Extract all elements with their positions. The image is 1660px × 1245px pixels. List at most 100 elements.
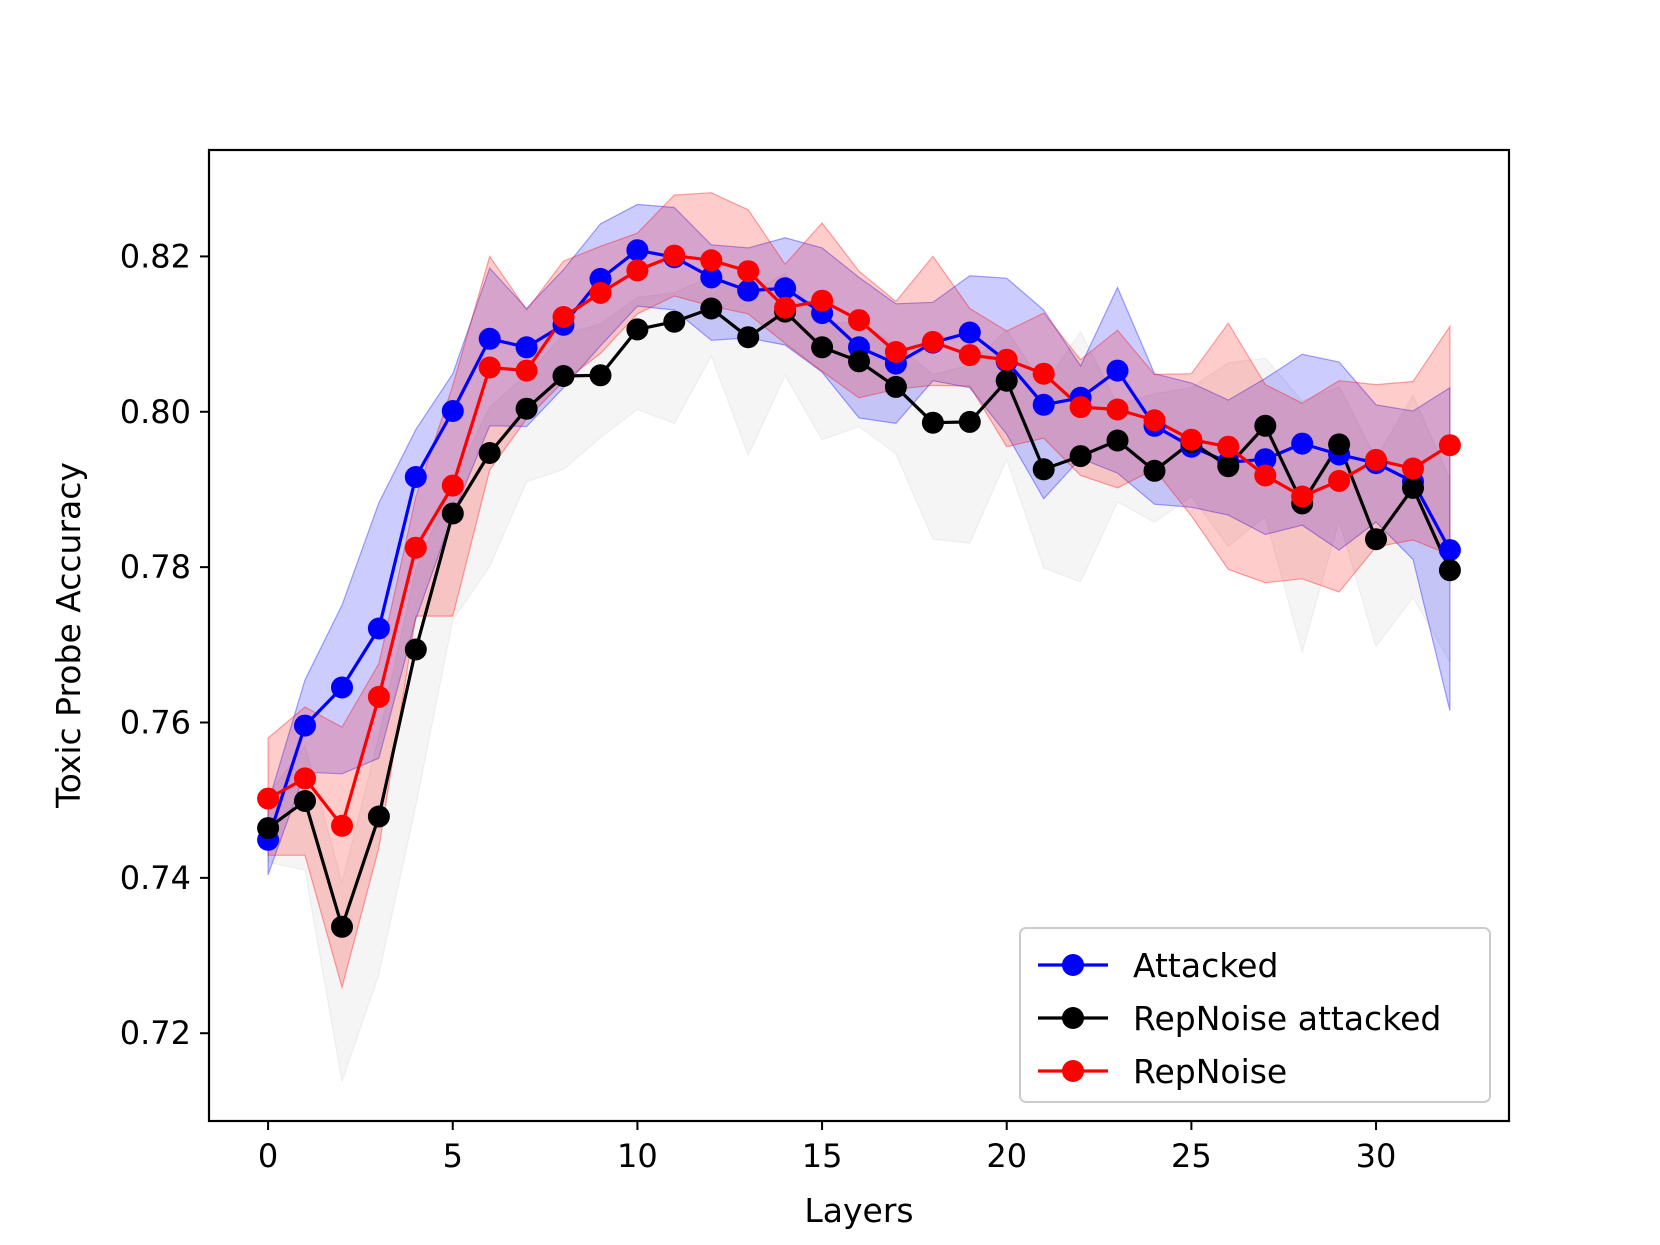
point-repnoise-attacked — [1438, 559, 1461, 582]
point-attacked — [700, 266, 723, 289]
point-repnoise — [331, 814, 353, 837]
point-repnoise-attacked — [958, 410, 981, 433]
series-markers — [257, 239, 1461, 938]
plot-area — [257, 192, 1461, 1082]
point-attacked — [626, 239, 649, 262]
x-axis: 0 5 10 15 20 25 30 — [258, 1121, 1396, 1175]
x-tick-label: 0 — [258, 1137, 278, 1175]
point-attacked — [737, 279, 760, 302]
point-attacked — [774, 277, 797, 300]
point-repnoise — [626, 259, 649, 282]
point-repnoise-attacked — [1365, 528, 1387, 551]
point-repnoise — [257, 787, 280, 810]
x-tick-label: 15 — [802, 1137, 843, 1175]
point-repnoise — [589, 281, 612, 304]
point-repnoise-attacked — [626, 318, 649, 341]
point-attacked — [1032, 393, 1055, 416]
point-repnoise-attacked — [257, 817, 280, 840]
point-repnoise-attacked — [1106, 429, 1129, 452]
point-repnoise-attacked — [848, 350, 870, 373]
x-axis-title: Layers — [804, 1191, 913, 1230]
legend-label: RepNoise — [1133, 1052, 1287, 1091]
point-attacked — [478, 327, 501, 350]
point-repnoise-attacked — [552, 365, 575, 387]
point-repnoise-attacked — [331, 915, 353, 938]
point-repnoise-attacked — [441, 502, 464, 525]
point-repnoise — [515, 359, 538, 382]
point-attacked — [441, 400, 464, 422]
plot-frame — [207, 148, 1511, 1123]
point-attacked — [404, 466, 427, 488]
point-repnoise-attacked — [663, 310, 686, 333]
x-tick-label: 20 — [986, 1137, 1027, 1175]
y-tick-label: 0.78 — [120, 548, 191, 586]
point-repnoise — [1217, 435, 1240, 458]
point-repnoise — [774, 296, 797, 319]
legend: Attacked RepNoise attacked RepNoise — [1019, 927, 1491, 1103]
point-repnoise-attacked — [478, 442, 501, 464]
point-repnoise-attacked — [589, 364, 612, 387]
point-attacked — [294, 714, 316, 737]
legend-swatch-marker — [1062, 954, 1084, 976]
point-repnoise — [700, 249, 723, 272]
y-tick-label: 0.76 — [120, 704, 191, 742]
x-tick-label: 10 — [617, 1137, 658, 1175]
legend-item-attacked: Attacked — [1038, 946, 1278, 985]
point-repnoise — [663, 244, 686, 267]
point-repnoise-attacked — [884, 375, 907, 398]
point-attacked — [1291, 432, 1314, 455]
point-attacked — [367, 617, 390, 640]
point-repnoise-attacked — [294, 790, 316, 812]
point-repnoise — [1254, 464, 1277, 487]
point-repnoise — [848, 309, 870, 332]
y-axis: 0.72 0.74 0.76 0.78 0.80 0.82 — [120, 237, 209, 1052]
point-repnoise — [884, 341, 907, 363]
point-repnoise-attacked — [1143, 459, 1166, 482]
point-repnoise-attacked — [737, 326, 760, 349]
legend-label: RepNoise attacked — [1133, 999, 1441, 1038]
point-attacked — [1438, 539, 1461, 562]
point-repnoise — [1365, 448, 1387, 471]
legend-item-repnoise: RepNoise — [1038, 1052, 1287, 1091]
point-repnoise — [1069, 396, 1092, 419]
point-repnoise — [478, 356, 501, 379]
point-repnoise-attacked — [515, 397, 538, 420]
point-repnoise — [921, 330, 944, 353]
legend-box — [1019, 927, 1491, 1103]
legend-items: Attacked RepNoise attacked RepNoise — [1038, 946, 1441, 1091]
point-repnoise — [1032, 362, 1055, 385]
point-repnoise — [367, 685, 390, 708]
y-tick-label: 0.80 — [120, 393, 191, 431]
y-tick-label: 0.74 — [120, 859, 191, 897]
point-repnoise — [404, 536, 427, 559]
x-tick-label: 5 — [443, 1137, 463, 1175]
point-repnoise-attacked — [1217, 455, 1240, 478]
markers-repnoise — [257, 244, 1461, 837]
point-repnoise-attacked — [1254, 414, 1277, 437]
point-repnoise-attacked — [1069, 445, 1092, 468]
legend-label: Attacked — [1133, 946, 1278, 985]
point-repnoise-attacked — [404, 638, 427, 661]
point-repnoise — [995, 348, 1018, 371]
point-repnoise — [1143, 409, 1166, 432]
x-tick-label: 25 — [1171, 1137, 1212, 1175]
point-repnoise-attacked — [367, 805, 390, 828]
y-tick-label: 0.72 — [120, 1014, 191, 1052]
point-repnoise — [1180, 428, 1203, 451]
point-repnoise — [552, 306, 575, 328]
legend-swatch-marker — [1062, 1007, 1084, 1029]
point-repnoise — [811, 289, 834, 312]
point-repnoise — [1106, 398, 1129, 421]
point-repnoise — [1328, 469, 1351, 492]
point-attacked — [331, 676, 353, 699]
y-tick-label: 0.82 — [120, 237, 191, 275]
y-axis-title: Toxic Probe Accuracy — [49, 462, 88, 809]
point-attacked — [958, 321, 981, 344]
point-repnoise — [1291, 485, 1314, 508]
x-tick-label: 30 — [1356, 1137, 1397, 1175]
legend-swatch-marker — [1062, 1060, 1084, 1082]
point-repnoise — [958, 344, 981, 367]
point-repnoise-attacked — [700, 297, 723, 320]
point-repnoise — [1402, 457, 1424, 480]
